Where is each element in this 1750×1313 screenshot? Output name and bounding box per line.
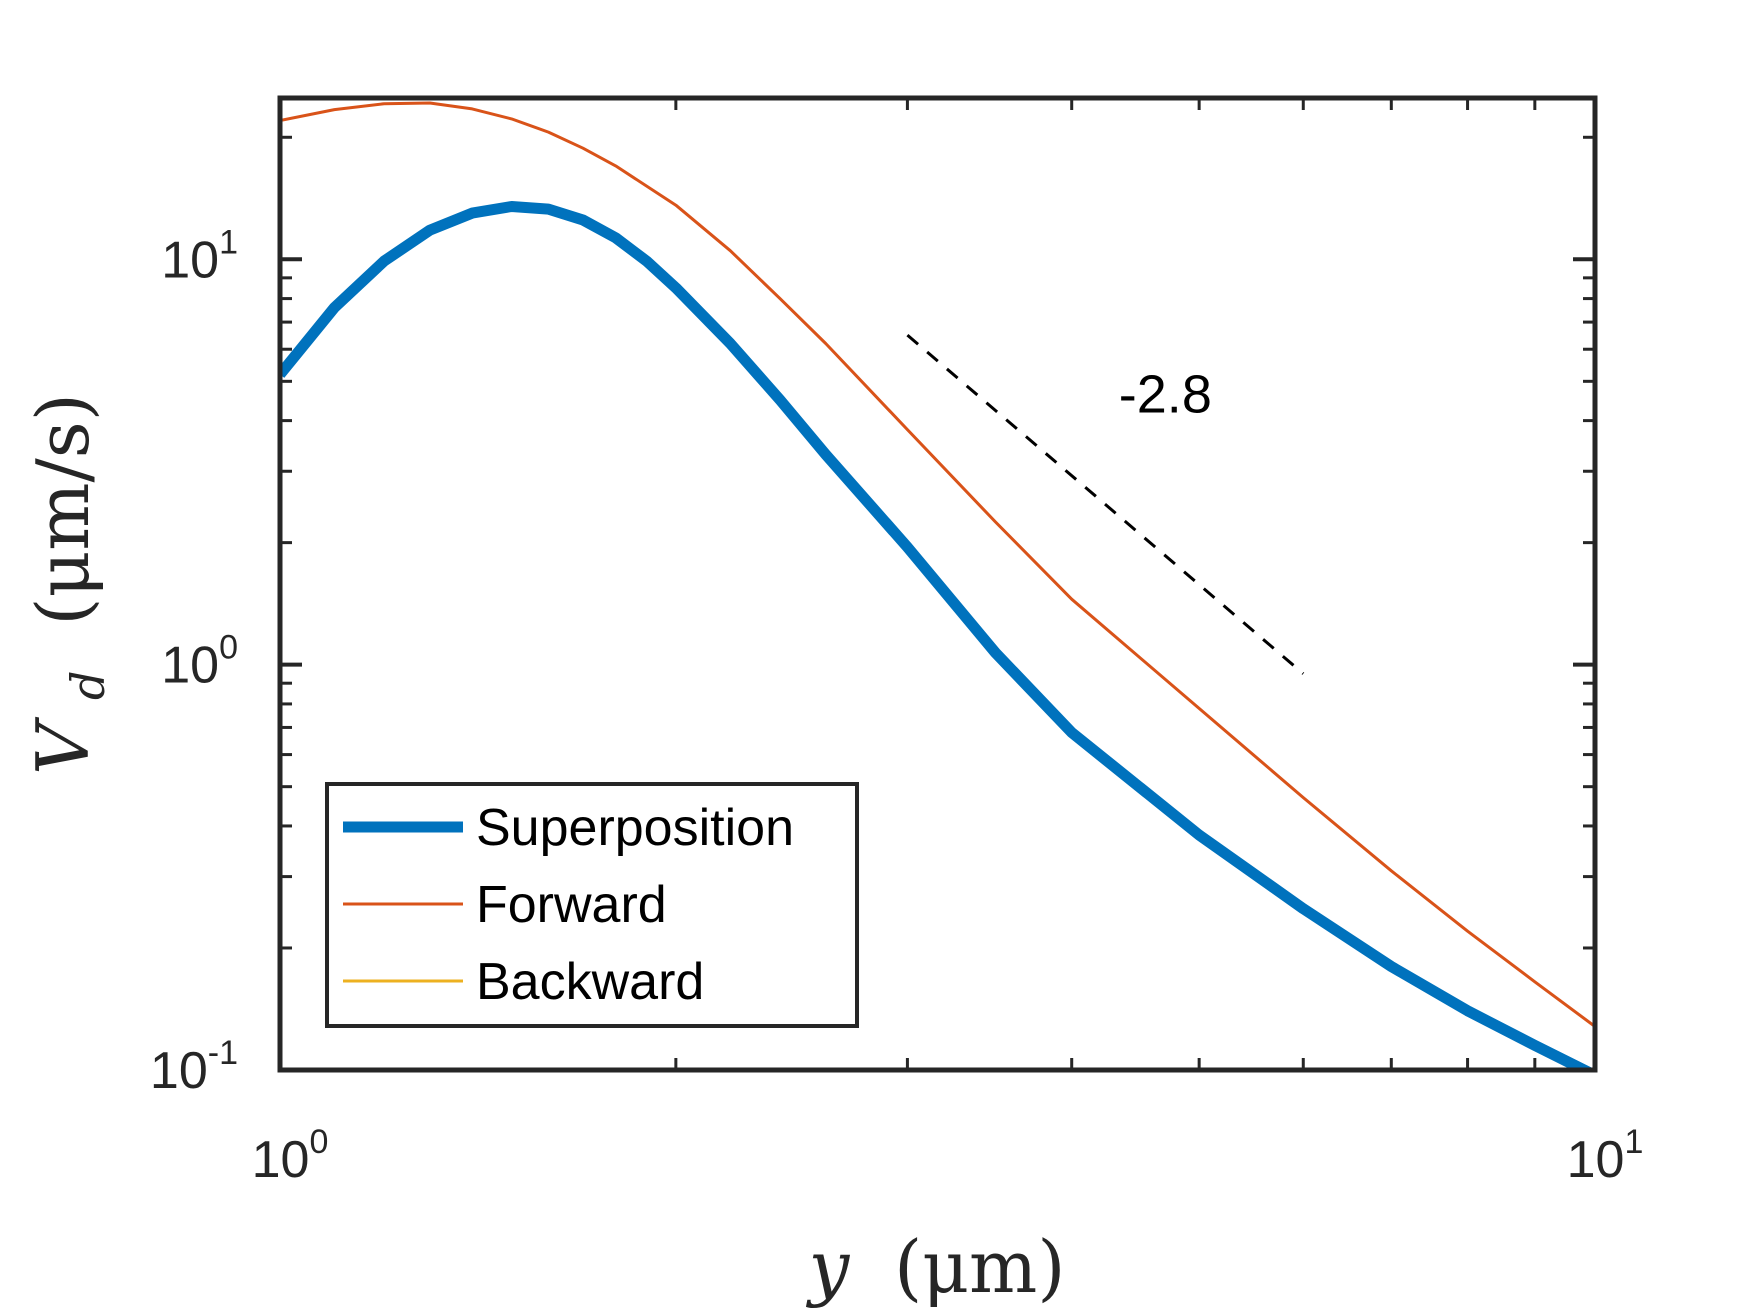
x-tick-exp: 0: [309, 1123, 328, 1161]
series-line-superposition: [280, 201, 1595, 1070]
y-axis-subscript: d: [61, 671, 115, 700]
y-axis-label-group: V d (μm/s): [21, 393, 121, 775]
y-tick-exp: 1: [219, 223, 238, 261]
x-tick-label: 101: [1567, 1123, 1644, 1189]
x-axis-label: y (μm): [806, 1225, 1066, 1309]
legend-label-backward: Backward: [476, 953, 704, 1011]
x-tick-exp: 1: [1624, 1123, 1643, 1161]
y-tick-base: 10: [161, 637, 219, 695]
y-axis-unit: (μm/s): [21, 393, 105, 625]
x-axis-symbol: y: [806, 1225, 851, 1309]
legend-label-superposition: Superposition: [476, 799, 794, 857]
y-tick-exp: 0: [219, 629, 238, 667]
slope-label: -2.8: [1119, 364, 1212, 424]
y-axis-symbol: V: [21, 716, 105, 775]
annotation-layer: -2.8: [906, 333, 1305, 675]
y-tick-base: 10: [150, 1042, 208, 1100]
plot-frame: [277, 95, 1598, 1073]
y-tick-label: 10-1: [150, 1034, 238, 1100]
x-tick-labels: 100 101: [252, 1123, 1644, 1189]
y-axis-label: V d (μm/s): [21, 393, 121, 775]
y-tick-label: 100: [161, 629, 238, 695]
x-tick-base: 10: [252, 1131, 310, 1189]
series-line-forward: [280, 101, 1595, 1028]
legend-label-forward: Forward: [476, 876, 667, 934]
x-tick-base: 10: [1567, 1131, 1625, 1189]
x-tick-label: 100: [252, 1123, 329, 1189]
x-axis-unit: (μm): [894, 1225, 1065, 1309]
legend-items: Superposition Forward Backward: [343, 799, 794, 1011]
y-tick-exp: -1: [208, 1034, 238, 1072]
series-layer: [280, 101, 1595, 1070]
legend: Superposition Forward Backward: [325, 782, 859, 1028]
y-tick-label: 101: [161, 223, 238, 289]
y-tick-base: 10: [161, 231, 219, 289]
slope-guide-line: [906, 333, 1305, 675]
